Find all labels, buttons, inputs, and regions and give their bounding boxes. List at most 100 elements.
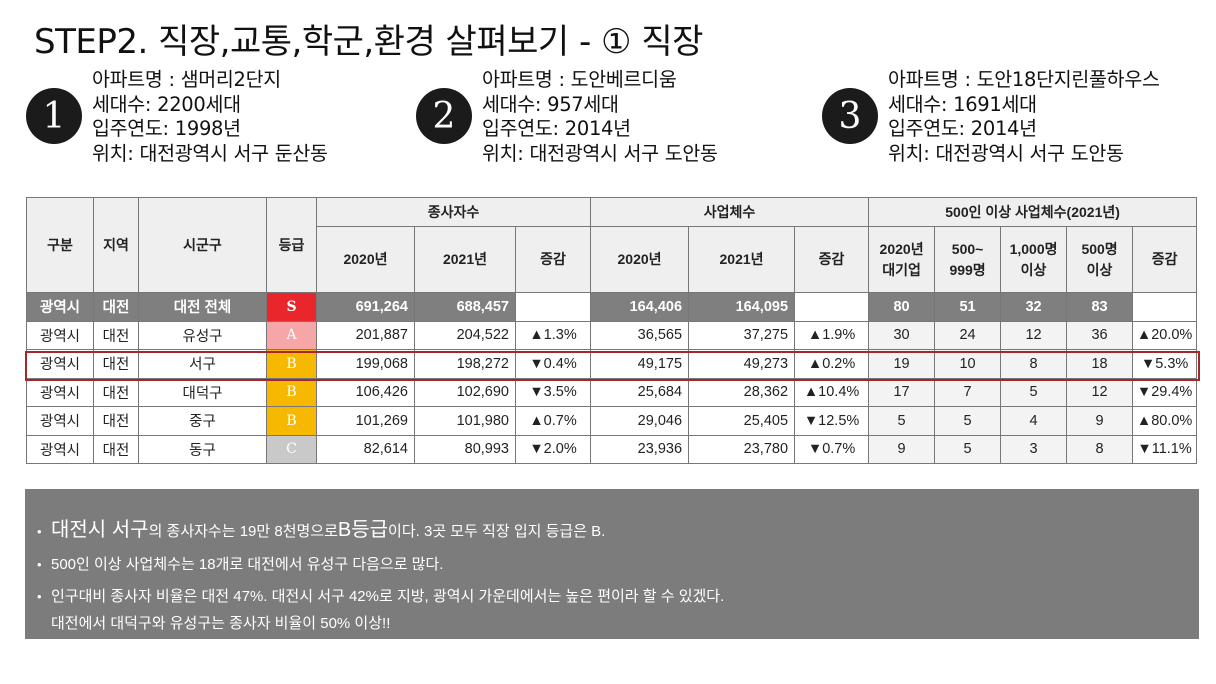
summary-line-2: • 500인 이상 사업체수는 18개로 대전에서 유성구 다음으로 많다. <box>37 556 444 573</box>
grade-badge: B <box>266 349 317 379</box>
number-badge: 2 <box>416 88 472 144</box>
cell-w2020: 106,426 <box>316 377 415 407</box>
cell-l4: 83 <box>1066 292 1134 322</box>
cell-wchg: ▼2.0% <box>514 434 592 464</box>
cell-l2: 24 <box>934 320 1002 350</box>
apartment-households: 세대수: 1691세대 <box>888 92 1037 116</box>
cell-wchg: ▼3.5% <box>514 377 592 407</box>
cell-w2021: 80,993 <box>414 434 516 464</box>
cell-b2021: 37,275 <box>688 320 796 350</box>
cell-w2020: 101,269 <box>316 406 415 436</box>
cell-gubun: 광역시 <box>26 349 94 379</box>
header-large-2020: 2020년 대기업 <box>868 226 936 293</box>
cell-sigungu: 대덕구 <box>138 377 267 407</box>
cell-bchg: ▲0.2% <box>794 349 870 379</box>
cell-w2021: 102,690 <box>414 377 516 407</box>
cell-b2020: 164,406 <box>590 292 690 322</box>
cell-w2021: 204,522 <box>414 320 516 350</box>
header-large-change: 증감 <box>1132 226 1198 293</box>
cell-l4: 9 <box>1066 406 1134 436</box>
cell-bchg: ▲10.4% <box>794 377 870 407</box>
header-businesses: 사업체수 <box>590 197 870 227</box>
cell-lchg: ▼5.3% <box>1132 349 1198 379</box>
summary-line-1: • 대전시 서구 의 종사자수는 19만 8천명으로 B등급 이다. 3곳 모두 … <box>37 513 1199 542</box>
cell-b2020: 49,175 <box>590 349 690 379</box>
cell-sigungu: 중구 <box>138 406 267 436</box>
header-large-1000plus: 1,000명 이상 <box>1000 226 1068 293</box>
cell-l3: 8 <box>1000 349 1068 379</box>
header-gubun: 구분 <box>26 197 94 293</box>
cell-l2: 5 <box>934 434 1002 464</box>
cell-l1: 5 <box>868 406 936 436</box>
cell-l1: 19 <box>868 349 936 379</box>
cell-l2: 51 <box>934 292 1002 322</box>
cell-wchg: ▲1.3% <box>514 320 592 350</box>
cell-w2021: 101,980 <box>414 406 516 436</box>
grade-badge: B <box>266 377 317 407</box>
cell-l4: 12 <box>1066 377 1134 407</box>
header-businesses-2020: 2020년 <box>590 226 690 293</box>
cell-l1: 9 <box>868 434 936 464</box>
cell-b2021: 49,273 <box>688 349 796 379</box>
apartment-households: 세대수: 957세대 <box>482 92 619 116</box>
table-row: 광역시 대전 유성구 A 201,887 204,522 ▲1.3% 36,565 37,275… <box>26 320 1198 350</box>
cell-w2020: 199,068 <box>316 349 415 379</box>
cell-l4: 36 <box>1066 320 1134 350</box>
cell-b2021: 164,095 <box>688 292 796 322</box>
cell-l1: 80 <box>868 292 936 322</box>
cell-w2020: 201,887 <box>316 320 415 350</box>
cell-region: 대전 <box>93 434 139 464</box>
apartment-card-3: 3 아파트명 : 도안18단지린풀하우스 세대수: 1691세대 입주연도: 2… <box>822 68 1160 166</box>
cell-l2: 7 <box>934 377 1002 407</box>
cell-l3: 4 <box>1000 406 1068 436</box>
grade-badge: S <box>266 292 317 322</box>
cell-l4: 18 <box>1066 349 1134 379</box>
cell-lchg: ▼29.4% <box>1132 377 1198 407</box>
cell-region: 대전 <box>93 292 139 322</box>
cell-bchg: ▼0.7% <box>794 434 870 464</box>
cell-l3: 12 <box>1000 320 1068 350</box>
table-row: 광역시 대전 대덕구 B 106,426 102,690 ▼3.5% 25,684 28,362… <box>26 377 1198 407</box>
header-region: 지역 <box>93 197 139 293</box>
grade-badge: B <box>266 406 317 436</box>
apartment-name: 아파트명 : 도안18단지린풀하우스 <box>888 68 1160 91</box>
cell-b2020: 36,565 <box>590 320 690 350</box>
cell-region: 대전 <box>93 349 139 379</box>
summary-box: • 대전시 서구 의 종사자수는 19만 8천명으로 B등급 이다. 3곳 모두 … <box>25 489 1199 639</box>
cell-l4: 8 <box>1066 434 1134 464</box>
apartment-name: 아파트명 : 도안베르디움 <box>482 68 677 91</box>
cell-sigungu: 동구 <box>138 434 267 464</box>
apartment-year: 입주연도: 1998년 <box>92 117 241 140</box>
grade-badge: A <box>266 320 317 350</box>
cell-bchg: ▼0.2% <box>794 292 870 322</box>
header-large-businesses: 500인 이상 사업체수(2021년) <box>868 197 1198 227</box>
summary-grade-emphasis: B등급 <box>337 519 389 541</box>
cell-bchg: ▲1.9% <box>794 320 870 350</box>
cell-l1: 30 <box>868 320 936 350</box>
cell-l2: 10 <box>934 349 1002 379</box>
table-row: 광역시 대전 중구 B 101,269 101,980 ▲0.7% 29,046 25,405 ▼… <box>26 406 1198 436</box>
cell-w2020: 82,614 <box>316 434 415 464</box>
cell-w2021: 688,457 <box>414 292 516 322</box>
cell-wchg: ▼0.4% <box>514 349 592 379</box>
summary-line-4: 대전에서 대덕구와 유성구는 종사자 비율이 50% 이상!! <box>51 615 391 632</box>
header-sigungu: 시군구 <box>138 197 267 293</box>
header-workers-change: 증감 <box>514 226 592 293</box>
header-large-500-999: 500~ 999명 <box>934 226 1002 293</box>
cell-sigungu: 서구 <box>138 349 267 379</box>
cell-lchg: ▲80.0% <box>1132 406 1198 436</box>
cell-region: 대전 <box>93 406 139 436</box>
cell-l3: 32 <box>1000 292 1068 322</box>
summary-line-3: • 인구대비 종사자 비율은 대전 47%. 대전시 서구 42%로 지방, 광역… <box>37 588 725 605</box>
summary-emphasis: 대전시 서구 <box>51 519 149 541</box>
apartment-year: 입주연도: 2014년 <box>482 117 631 140</box>
header-workers-2020: 2020년 <box>316 226 415 293</box>
grade-badge: C <box>266 434 317 464</box>
apartment-location: 위치: 대전광역시 서구 도안동 <box>888 141 1124 165</box>
cell-wchg: ▼0.4% <box>514 292 592 322</box>
cell-w2020: 691,264 <box>316 292 415 322</box>
cell-b2020: 25,684 <box>590 377 690 407</box>
cell-gubun: 광역시 <box>26 377 94 407</box>
header-businesses-change: 증감 <box>794 226 870 293</box>
cell-w2021: 198,272 <box>414 349 516 379</box>
